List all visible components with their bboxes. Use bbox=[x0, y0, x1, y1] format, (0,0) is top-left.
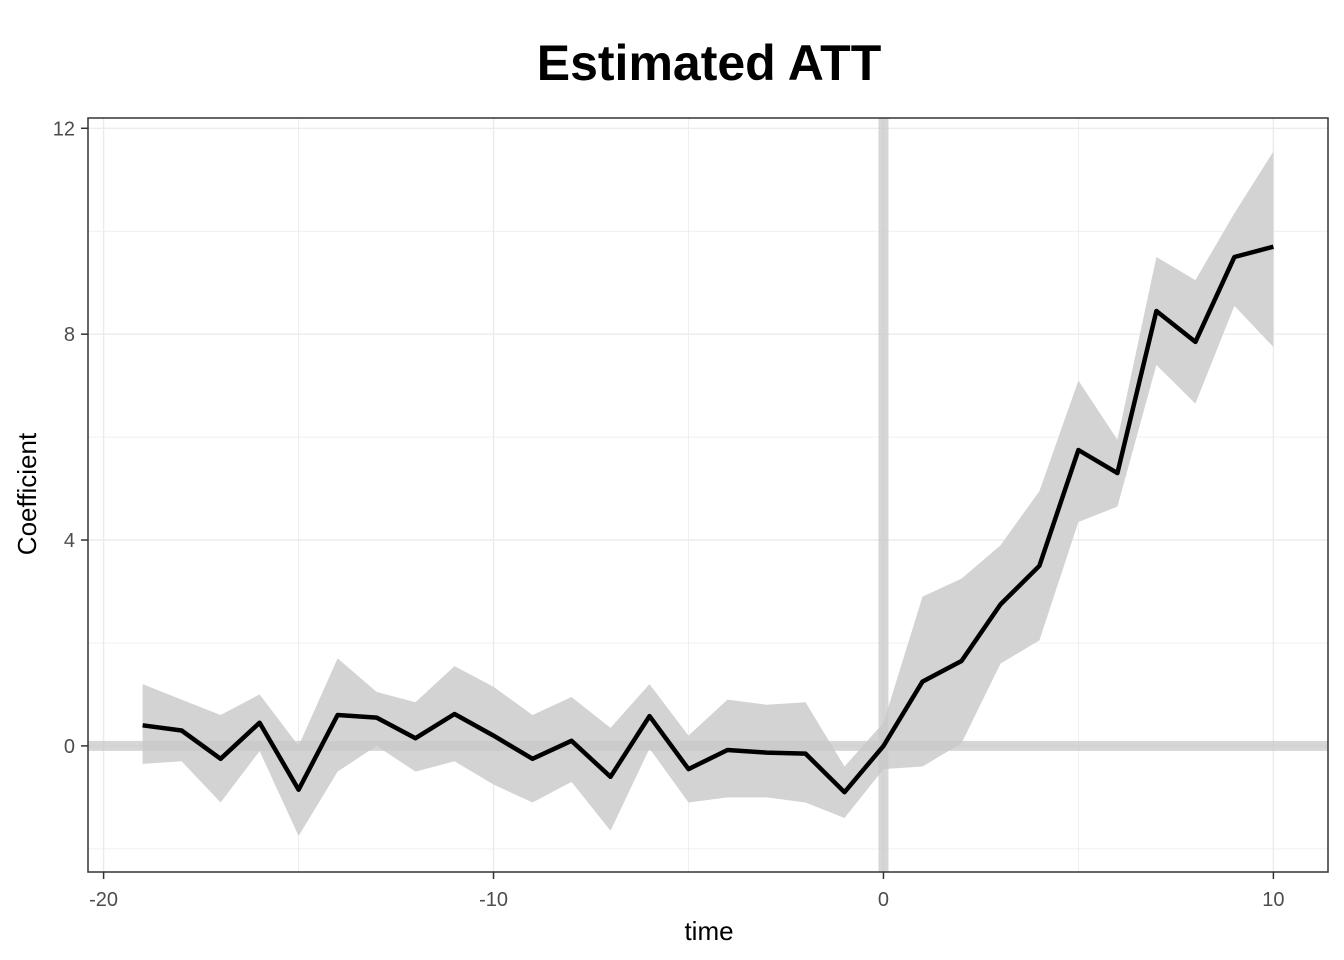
x-tick-label: 0 bbox=[878, 889, 889, 911]
y-tick-label: 8 bbox=[64, 324, 75, 346]
y-axis-label: Coefficient bbox=[12, 432, 42, 555]
confidence-band bbox=[142, 151, 1274, 836]
x-axis-ticks: -20 -10 0 10 bbox=[89, 872, 1285, 911]
y-tick-label: 0 bbox=[64, 736, 75, 758]
x-tick-label: -10 bbox=[479, 889, 508, 911]
estimate-line bbox=[142, 244, 1274, 795]
panel-border bbox=[87, 117, 1329, 873]
y-tick-label: 12 bbox=[53, 118, 75, 140]
x-tick-label: -20 bbox=[89, 889, 118, 911]
chart-title: Estimated ATT bbox=[537, 35, 881, 91]
y-tick-label: 4 bbox=[64, 530, 75, 552]
confidence-ribbon bbox=[142, 151, 1274, 836]
x-tick-label: 10 bbox=[1262, 889, 1284, 911]
x-axis-label: time bbox=[684, 916, 733, 946]
estimate-series-line bbox=[142, 244, 1274, 795]
y-axis-ticks: 0 4 8 12 bbox=[53, 118, 88, 758]
